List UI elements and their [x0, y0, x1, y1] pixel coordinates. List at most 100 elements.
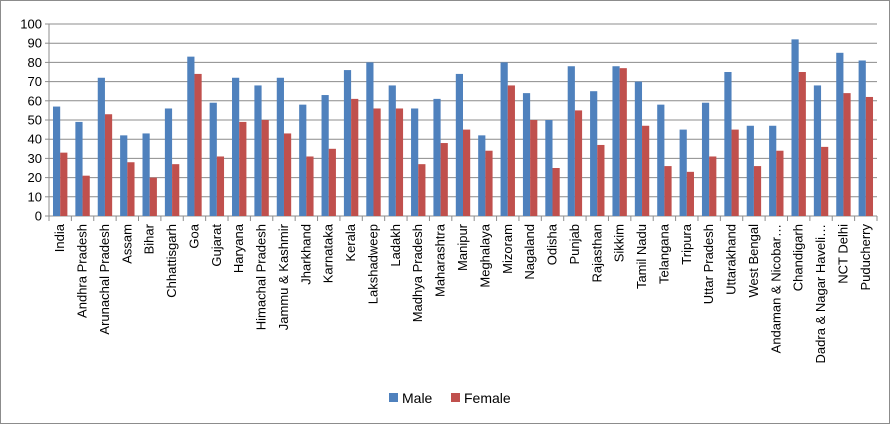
legend-swatch-female: [451, 393, 460, 402]
x-tick-label: India: [52, 223, 67, 252]
bar-female: [172, 164, 180, 216]
x-tick-label: Telangana: [656, 223, 671, 284]
x-tick-label: Andhra Pradesh: [75, 224, 90, 318]
bar-male: [590, 91, 598, 216]
y-tick-label: 50: [28, 113, 42, 128]
x-tick-label: Chhattisgarh: [164, 224, 179, 298]
bar-male: [858, 60, 866, 217]
x-tick-label: West Bengal: [746, 224, 761, 298]
bar-female: [619, 68, 627, 216]
x-tick-label: Madhya Pradesh: [410, 224, 425, 322]
x-tick-label: Jammu & Kashmir: [276, 223, 291, 330]
bar-female: [574, 110, 583, 216]
bar-male: [433, 98, 441, 216]
bar-male: [321, 95, 329, 216]
bar-female: [776, 150, 784, 216]
bar-male: [276, 77, 284, 216]
y-tick-label: 90: [28, 36, 42, 51]
y-tick-label: 40: [28, 132, 42, 147]
bar-female: [418, 164, 426, 216]
x-tick-label: Kerala: [343, 223, 358, 261]
x-tick-label: Ladakh: [388, 224, 403, 267]
x-tick-label: Tamil Nadu: [634, 224, 649, 289]
x-tick-label: Uttarakhand: [724, 224, 739, 295]
bar-female: [395, 108, 404, 216]
bar-male: [813, 85, 822, 216]
bar-male: [187, 56, 195, 216]
bar-male: [388, 85, 396, 216]
bar-male: [75, 121, 83, 216]
y-tick-label: 100: [20, 17, 42, 32]
bar-female: [104, 114, 113, 216]
x-tick-label: Dadra & Nagar Haveli…: [813, 224, 828, 363]
bar-male: [455, 73, 463, 216]
bar-female: [686, 171, 694, 216]
bar-female: [216, 156, 225, 216]
bar-male: [545, 120, 553, 216]
bar-male: [701, 102, 710, 216]
x-tick-label: Nagaland: [522, 224, 537, 280]
bar-female: [239, 121, 247, 216]
x-tick-label: Punjab: [567, 224, 582, 264]
bar-female: [306, 156, 314, 216]
bar-female: [709, 156, 717, 216]
x-tick-label: Manipur: [455, 223, 470, 271]
bar-male: [500, 62, 508, 217]
x-tick-label: Odisha: [545, 223, 560, 265]
x-tick-label: Assam: [119, 224, 134, 264]
bar-male: [164, 108, 173, 216]
bar-female: [60, 152, 68, 216]
bar-male: [411, 108, 419, 216]
bar-female: [485, 150, 493, 216]
bar-female: [865, 96, 874, 216]
bar-male: [836, 52, 844, 216]
bar-female: [194, 73, 202, 216]
y-tick-label: 20: [28, 170, 42, 185]
bar-female: [843, 93, 851, 216]
bar-male: [142, 133, 150, 216]
y-tick-label: 80: [28, 55, 42, 70]
bar-male: [52, 106, 61, 216]
y-tick-label: 10: [28, 189, 42, 204]
y-tick-label: 70: [28, 74, 42, 89]
bar-female: [530, 120, 538, 216]
bar-male: [679, 129, 687, 216]
legend-label-female: Female: [464, 390, 511, 406]
bar-male: [634, 81, 643, 216]
bar-male: [746, 125, 754, 216]
bar-male: [299, 104, 307, 216]
x-tick-label: Sikkim: [612, 224, 627, 262]
bar-male: [769, 125, 777, 216]
x-tick-labels: India Andhra Pradesh Arunachal Pradesh Assa…: [52, 223, 873, 363]
bar-male: [366, 62, 374, 217]
x-tick-label: Chandigarh: [791, 224, 806, 291]
x-tick-label: Uttar Pradesh: [701, 224, 716, 304]
x-tick-label: Meghalaya: [477, 223, 492, 287]
bar-female: [753, 166, 762, 216]
bar-male: [657, 104, 665, 216]
bar-female: [127, 162, 135, 216]
bar-male: [97, 77, 105, 216]
bar-female: [82, 175, 90, 216]
bar-female: [552, 168, 560, 216]
bar-female: [283, 133, 292, 216]
bar-female: [440, 143, 448, 216]
bar-female: [261, 120, 269, 216]
x-tick-label: Haryana: [231, 223, 246, 273]
y-tick-label: 30: [28, 151, 42, 166]
bar-male: [522, 93, 531, 216]
bar-female: [798, 72, 806, 216]
x-tick-label: Karnataka: [321, 223, 336, 283]
x-tick-label: Jharkhand: [298, 224, 313, 285]
x-tick-label: Arunachal Pradesh: [97, 224, 112, 335]
bar-male: [120, 135, 128, 216]
x-tick-label: Gujarat: [209, 224, 224, 267]
bar-female: [731, 129, 739, 216]
bar-female: [821, 146, 829, 216]
y-tick-label: 60: [28, 93, 42, 108]
y-tick-labels: 0 10 20 30 40 50 60 70 80 90 100: [20, 17, 42, 224]
bar-male: [478, 135, 486, 216]
bar-male: [232, 77, 240, 216]
